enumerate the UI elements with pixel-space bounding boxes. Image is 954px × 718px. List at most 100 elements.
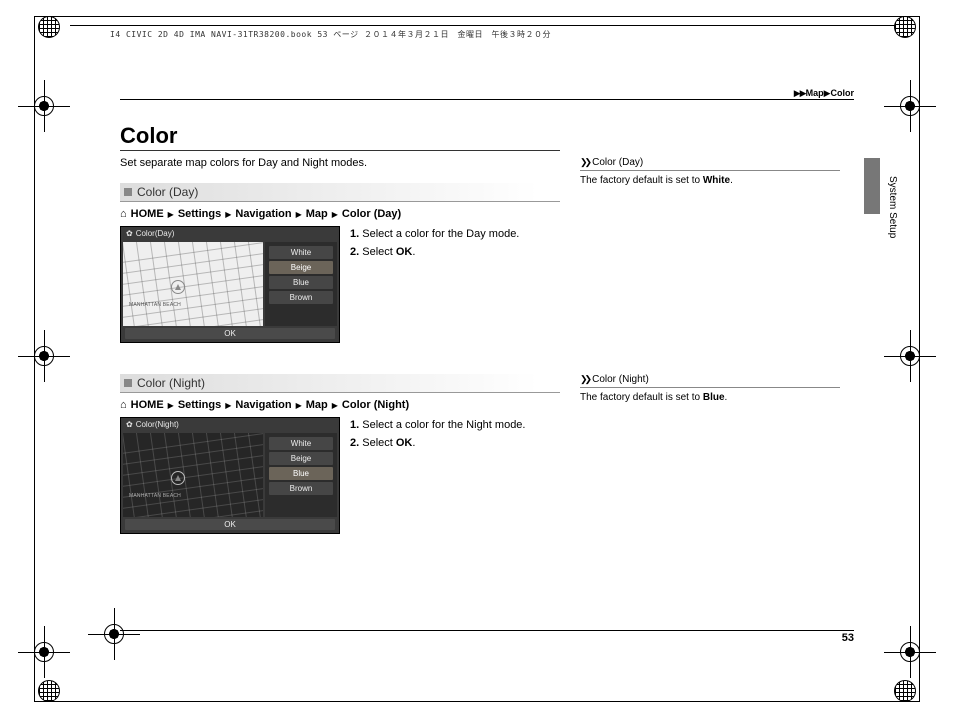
step-bold: OK (396, 437, 413, 449)
nav-path-segment: Map (306, 399, 328, 411)
instruction-steps: 1. Select a color for the Day mode.2. Se… (350, 226, 560, 343)
breadcrumb-part: Color (831, 88, 855, 98)
triangle-sep-icon: ▶ (332, 210, 338, 219)
print-job-header: I4 CIVIC 2D 4D IMA NAVI-31TR38200.book 5… (110, 29, 551, 40)
triangle-sep-icon: ▶ (296, 401, 302, 410)
square-bullet-icon (124, 188, 132, 196)
device-screenshot: ✿Color(Day) MANHATTAN BEACH White Beige Blue… (120, 226, 340, 343)
home-bulb-icon: ⌂ (120, 399, 127, 411)
crop-mark-icon (884, 80, 936, 132)
double-chevron-icon: ❯❯ (580, 157, 589, 168)
instruction-step: 2. Select OK. (350, 244, 560, 261)
step-bold: OK (396, 246, 413, 258)
footer-rule (120, 630, 854, 631)
section-color-night: Color (Night) ⌂ HOME ▶ Settings ▶ Navigation ▶ M… (120, 374, 560, 534)
side-tab (864, 158, 880, 214)
nav-path: ⌂HOME▶Settings▶Navigation▶Map▶Color (Nig… (120, 399, 560, 411)
instruction-step: 2. Select OK. (350, 435, 560, 452)
top-rule (120, 99, 854, 100)
color-option[interactable]: Beige (269, 452, 333, 465)
instruction-steps: 1. Select a color for the Night mode.2. … (350, 417, 560, 534)
nav-path-segment: Settings (178, 399, 221, 411)
step-number: 1. (350, 228, 362, 240)
breadcrumb-arrows-icon: ▶▶ (794, 88, 806, 98)
map-preview: MANHATTAN BEACH (123, 433, 263, 517)
side-note-night: ❯❯Color (Night) The factory default is se… (580, 374, 840, 403)
map-location-label: MANHATTAN BEACH (129, 302, 181, 308)
crop-mark-icon (18, 330, 70, 382)
step-number: 2. (350, 437, 362, 449)
color-options-list: White Beige Blue Brown (265, 242, 337, 326)
screenshot-title-text: Color(Day) (136, 229, 175, 238)
content-row: ✿Color(Night)MANHATTAN BEACHWhiteBeigeBl… (120, 417, 560, 534)
nav-path-segment: Navigation (235, 399, 291, 411)
side-note-body: The factory default is set to White. (580, 175, 840, 186)
crop-mark-icon (884, 626, 936, 678)
instruction-step: 1. Select a color for the Night mode. (350, 417, 560, 434)
section-heading-text: Color (Night) (137, 376, 205, 390)
nav-path-segment: HOME (131, 399, 164, 411)
screenshot-title-bar: ✿Color(Day) (121, 227, 339, 240)
map-preview: MANHATTAN BEACH (123, 242, 263, 326)
nav-path-segment: Color (Day) (342, 208, 401, 220)
side-note-title: Color (Day) (592, 157, 643, 168)
triangle-sep-icon: ▶ (225, 210, 231, 219)
step-number: 1. (350, 419, 362, 431)
ok-button[interactable]: OK (125, 519, 335, 530)
section-color-day: Color (Day)⌂HOME▶Settings▶Navigation▶Map… (120, 183, 560, 343)
triangle-sep-icon: ▶ (168, 401, 174, 410)
nav-path-segment: HOME (131, 208, 164, 220)
nav-path-segment: Color (Night) (342, 399, 409, 411)
color-option[interactable]: White (269, 246, 333, 259)
color-option[interactable]: Blue (269, 276, 333, 289)
section-heading-text: Color (Day) (137, 185, 198, 199)
square-bullet-icon (124, 379, 132, 387)
nav-path: ⌂HOME▶Settings▶Navigation▶Map▶Color (Day… (120, 208, 560, 220)
side-note-title: Color (Night) (592, 374, 649, 385)
page-title: Color (120, 123, 177, 149)
page-number: 53 (842, 632, 854, 644)
screenshot-body: MANHATTAN BEACH White Beige Blue Brown (121, 240, 339, 328)
side-note-default-value: Blue (703, 392, 725, 403)
register-globe-icon (894, 680, 916, 702)
color-option[interactable]: White (269, 437, 333, 450)
breadcrumb-sep-icon: ▶ (824, 88, 831, 98)
location-marker-icon (171, 280, 185, 294)
title-rule (120, 150, 560, 151)
instruction-step: 1. Select a color for the Day mode. (350, 226, 560, 243)
gear-icon: ✿ (126, 420, 133, 429)
map-location-label: MANHATTAN BEACH (129, 493, 181, 499)
color-option[interactable]: Beige (269, 261, 333, 274)
color-option[interactable]: Brown (269, 482, 333, 495)
register-globe-icon (38, 680, 60, 702)
side-note-header: ❯❯Color (Night) (580, 374, 840, 388)
content-row: ✿Color(Day) MANHATTAN BEACH White Beige Blue… (120, 226, 560, 343)
crop-mark-icon (88, 608, 140, 660)
side-note-body: The factory default is set to Blue. (580, 392, 840, 403)
color-options-list: White Beige Blue Brown (265, 433, 337, 517)
nav-path-segment: Settings (178, 208, 221, 220)
triangle-sep-icon: ▶ (332, 401, 338, 410)
nav-path-segment: Navigation (235, 208, 291, 220)
register-globe-icon (38, 16, 60, 38)
breadcrumb-part: Map (806, 88, 824, 98)
crop-mark-icon (18, 80, 70, 132)
crop-mark-icon (18, 626, 70, 678)
nav-path-segment: Map (306, 208, 328, 220)
location-marker-icon (171, 471, 185, 485)
section-header: Color (Day) (120, 183, 560, 202)
ok-button[interactable]: OK (125, 328, 335, 339)
breadcrumb: ▶▶Map▶Color (794, 88, 854, 99)
header-rule (70, 25, 896, 26)
step-number: 2. (350, 246, 362, 258)
crop-mark-icon (884, 330, 936, 382)
page-frame (34, 16, 920, 702)
color-option[interactable]: Brown (269, 291, 333, 304)
screenshot-body: MANHATTAN BEACH White Beige Blue Brown (121, 431, 339, 519)
device-screenshot: ✿Color(Night)MANHATTAN BEACHWhiteBeigeBl… (120, 417, 340, 534)
triangle-sep-icon: ▶ (168, 210, 174, 219)
intro-text: Set separate map colors for Day and Nigh… (120, 157, 367, 169)
color-option[interactable]: Blue (269, 467, 333, 480)
side-caption: System Setup (887, 176, 898, 238)
side-note-header: ❯❯Color (Day) (580, 157, 840, 171)
